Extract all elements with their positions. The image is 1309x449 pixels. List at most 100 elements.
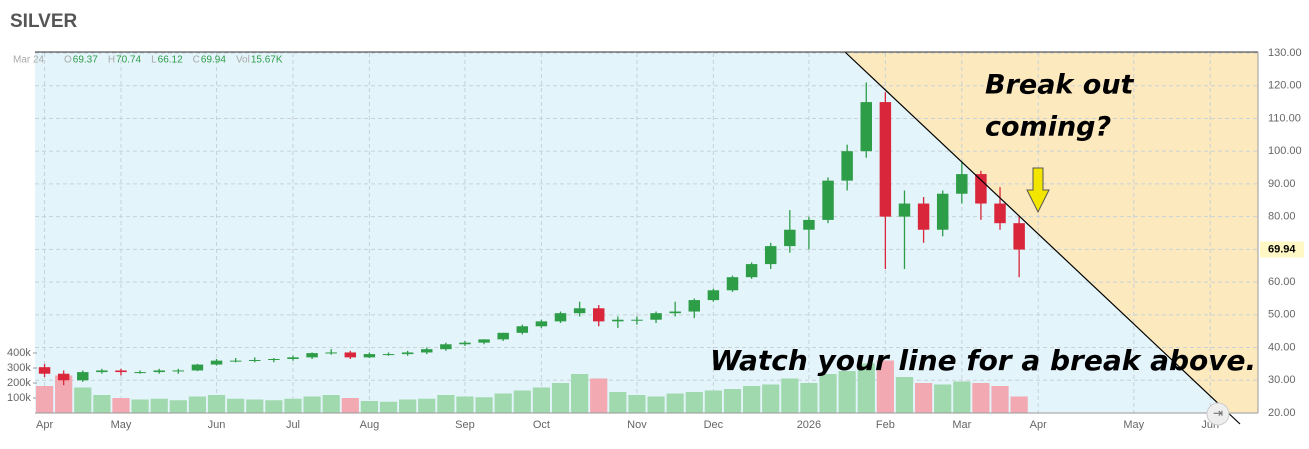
x-tick-label: Jun [208, 419, 226, 431]
header-date: Mar 24 [13, 55, 45, 66]
candle-body [650, 313, 662, 320]
candle-body [535, 321, 548, 327]
volume-bar [207, 395, 226, 413]
volume-bar [322, 395, 340, 413]
candle-body [115, 370, 127, 373]
candle-body [382, 354, 395, 356]
volume-tick-label: 300k [7, 362, 31, 374]
candle-body [803, 219, 815, 230]
candle-body [612, 319, 624, 322]
volume-bar [972, 383, 990, 413]
volume-bar [934, 384, 952, 413]
volume-bar [265, 400, 283, 413]
volume-bar [723, 389, 742, 413]
header-value: 15.67K [251, 55, 283, 66]
scroll-button[interactable] [1206, 402, 1230, 426]
header-label: L [151, 55, 157, 66]
header-value: 70.74 [116, 55, 141, 66]
volume-bar [379, 401, 398, 413]
volume-bar [399, 399, 417, 413]
volume-bar [762, 384, 780, 413]
volume-bar [246, 399, 264, 413]
x-tick-label: 2026 [797, 419, 821, 431]
x-tick-label: Mar [952, 419, 971, 431]
y-tick-label: 80.00 [1268, 211, 1296, 223]
volume-bar [571, 374, 589, 413]
candle-body [726, 277, 739, 291]
volume-bar [112, 398, 130, 413]
price-tag [1260, 241, 1304, 258]
candle-body [210, 360, 223, 365]
volume-bar [647, 396, 665, 413]
volume-bar [456, 396, 474, 413]
volume-bar [876, 360, 894, 413]
x-tick-label: May [1123, 419, 1144, 431]
y-tick-label: 130.00 [1268, 47, 1302, 59]
candle-body [153, 370, 165, 373]
volume-bar [360, 401, 379, 413]
candle-body [745, 264, 758, 278]
y-tick-label: 110.00 [1268, 112, 1301, 124]
x-tick-label: Sep [455, 419, 475, 431]
volume-bar [93, 395, 111, 413]
arrow-icon [1026, 167, 1050, 214]
volume-bar [437, 395, 455, 413]
header-label: C [193, 55, 200, 66]
header-label: Vol [236, 55, 250, 66]
volume-bar [551, 383, 570, 413]
volume-bar [475, 397, 493, 413]
price-tag-label: 69.94 [1268, 243, 1296, 255]
candle-body [898, 203, 911, 217]
volume-bar [513, 390, 531, 413]
candle-body [77, 372, 89, 381]
annotation: Break out [985, 70, 1135, 101]
candle-body [497, 332, 509, 340]
candle-body [478, 339, 490, 343]
volume-tick-label: 200k [7, 377, 31, 389]
scroll-icon[interactable]: ⇥ [1213, 406, 1223, 420]
candle-body [975, 174, 987, 204]
volume-bar [743, 386, 761, 413]
volume-tick-label: 100k [7, 392, 31, 404]
x-tick-label: Nov [627, 419, 647, 431]
candle-body [96, 370, 108, 373]
annotation: coming? [985, 112, 1111, 143]
volume-bar [150, 398, 168, 413]
y-tick-label: 30.00 [1268, 374, 1296, 386]
volume-bar [1010, 396, 1028, 413]
volume-bar [991, 386, 1009, 413]
volume-bar [914, 383, 933, 413]
candle-body [631, 319, 643, 321]
volume-bar [188, 396, 207, 413]
header-value: 69.37 [73, 55, 98, 66]
x-tick-label: Apr [36, 419, 53, 431]
chart-title: SILVER [10, 11, 77, 32]
volume-bar [131, 399, 149, 413]
candle-body [554, 313, 567, 322]
candle-body [573, 308, 586, 314]
volume-tick-label: 400k [7, 347, 31, 359]
volume-bar [35, 386, 54, 413]
x-tick-label: May [111, 419, 132, 431]
candle-body [344, 352, 357, 358]
candle-body [841, 151, 853, 181]
header-value: 66.12 [158, 55, 183, 66]
volume-bar [857, 363, 875, 413]
candle-body [134, 372, 146, 374]
volume-bar [55, 375, 73, 413]
candle-body [860, 102, 872, 152]
candle-body [401, 352, 414, 355]
candle-body [306, 353, 318, 358]
candle-body [459, 342, 471, 345]
volume-bar [704, 390, 722, 413]
volume-bar [494, 393, 512, 413]
volume-bar [303, 396, 321, 413]
header-label: O [64, 55, 72, 66]
volume-bar [341, 398, 359, 413]
candle-body [994, 203, 1006, 224]
volume-bar [953, 381, 971, 413]
volume-bar [74, 387, 92, 413]
y-tick-label: 20.00 [1268, 407, 1296, 419]
y-tick-label: 120.00 [1268, 80, 1302, 92]
